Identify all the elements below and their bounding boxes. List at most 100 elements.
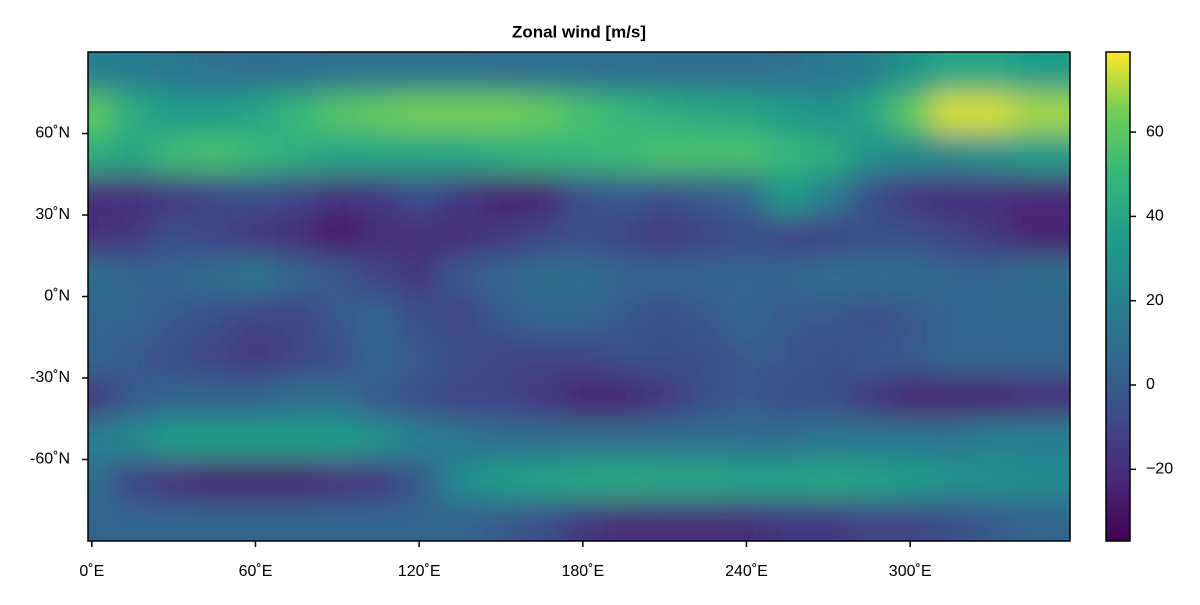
heat-cell	[357, 52, 400, 94]
heat-cell	[521, 500, 563, 541]
heat-cell	[848, 133, 891, 175]
heat-cell	[398, 378, 441, 420]
heat-cell	[316, 500, 359, 541]
heat-cell	[235, 133, 277, 175]
heat-cell	[726, 215, 768, 257]
heat-cell	[439, 378, 482, 420]
heat-cell	[971, 296, 1013, 338]
heat-cell	[316, 296, 359, 338]
heat-cell	[685, 52, 727, 94]
heat-cell	[603, 459, 645, 501]
heat-cell	[153, 133, 195, 175]
heat-cell	[726, 418, 768, 460]
heat-cell	[644, 337, 686, 379]
heat-cell	[930, 92, 973, 134]
heat-cell	[971, 459, 1013, 501]
heat-cell	[685, 500, 727, 541]
heat-cell	[439, 500, 482, 541]
heat-cell	[112, 418, 154, 460]
heat-cell	[316, 92, 359, 134]
heat-cell	[194, 133, 236, 175]
heat-cell	[480, 215, 522, 257]
heat-cell	[1012, 133, 1070, 175]
heat-cell	[112, 215, 154, 257]
heat-cell	[275, 215, 318, 257]
heat-cell	[1012, 459, 1070, 501]
heat-cell	[88, 133, 113, 175]
heat-cell	[521, 92, 563, 134]
heat-cell	[1012, 92, 1070, 134]
heat-cell	[807, 296, 850, 338]
heat-cell	[88, 255, 113, 297]
heat-cell	[889, 92, 932, 134]
heat-cell	[971, 215, 1013, 257]
heat-cell	[275, 255, 318, 297]
heat-cell	[603, 418, 645, 460]
heat-cell	[153, 337, 195, 379]
heat-cell	[275, 500, 318, 541]
heat-cell	[930, 418, 973, 460]
heat-cell	[194, 296, 236, 338]
heat-cell	[316, 378, 359, 420]
heat-cell	[235, 378, 277, 420]
heat-cell	[439, 215, 482, 257]
heat-cell	[1012, 337, 1070, 379]
heat-cell	[194, 418, 236, 460]
heat-cell	[848, 255, 891, 297]
heat-cell	[930, 52, 973, 94]
heat-cell	[644, 296, 686, 338]
heat-cell	[603, 337, 645, 379]
heat-cell	[603, 500, 645, 541]
heat-cell	[766, 215, 809, 257]
heat-cell	[153, 174, 195, 216]
heat-cell	[398, 459, 441, 501]
heat-cell	[726, 92, 768, 134]
heat-cell	[480, 337, 522, 379]
heat-cell	[194, 52, 236, 94]
heat-cell	[439, 418, 482, 460]
colorbar	[1105, 51, 1131, 542]
heat-cell	[88, 52, 113, 94]
heat-cell	[807, 418, 850, 460]
heat-cell	[357, 174, 400, 216]
heat-cell	[726, 378, 768, 420]
colorbar-tick-label: 20	[1146, 292, 1164, 309]
heat-cell	[521, 418, 563, 460]
heat-cell	[644, 418, 686, 460]
heat-cell	[807, 337, 850, 379]
heat-cell	[112, 378, 154, 420]
heat-cell	[398, 500, 441, 541]
heat-cell	[685, 255, 727, 297]
y-tick-label: -60˚N	[30, 451, 70, 468]
heat-cell	[398, 296, 441, 338]
heat-cell	[521, 52, 563, 94]
heat-cell	[480, 255, 522, 297]
heat-cell	[889, 337, 932, 379]
heat-cell	[766, 459, 809, 501]
heat-cell	[971, 337, 1013, 379]
y-tick-label: 0˚N	[44, 288, 70, 305]
heat-cell	[194, 459, 236, 501]
heat-cell	[480, 296, 522, 338]
heat-cell	[562, 92, 604, 134]
heat-cell	[1012, 418, 1070, 460]
heat-cell	[685, 133, 727, 175]
heat-cell	[398, 418, 441, 460]
heat-cell	[357, 255, 400, 297]
colorbar-tick-label: 40	[1146, 208, 1164, 225]
heat-cell	[112, 133, 154, 175]
heat-cell	[848, 52, 891, 94]
heat-cell	[848, 92, 891, 134]
heat-cell	[153, 255, 195, 297]
heat-cell	[316, 337, 359, 379]
heat-cell	[112, 459, 154, 501]
heat-cell	[1012, 174, 1070, 216]
heat-cell	[930, 215, 973, 257]
heat-cell	[889, 418, 932, 460]
heat-cell	[971, 500, 1013, 541]
heat-cell	[685, 215, 727, 257]
heat-cell	[480, 174, 522, 216]
heat-cell	[889, 378, 932, 420]
heat-cell	[971, 133, 1013, 175]
